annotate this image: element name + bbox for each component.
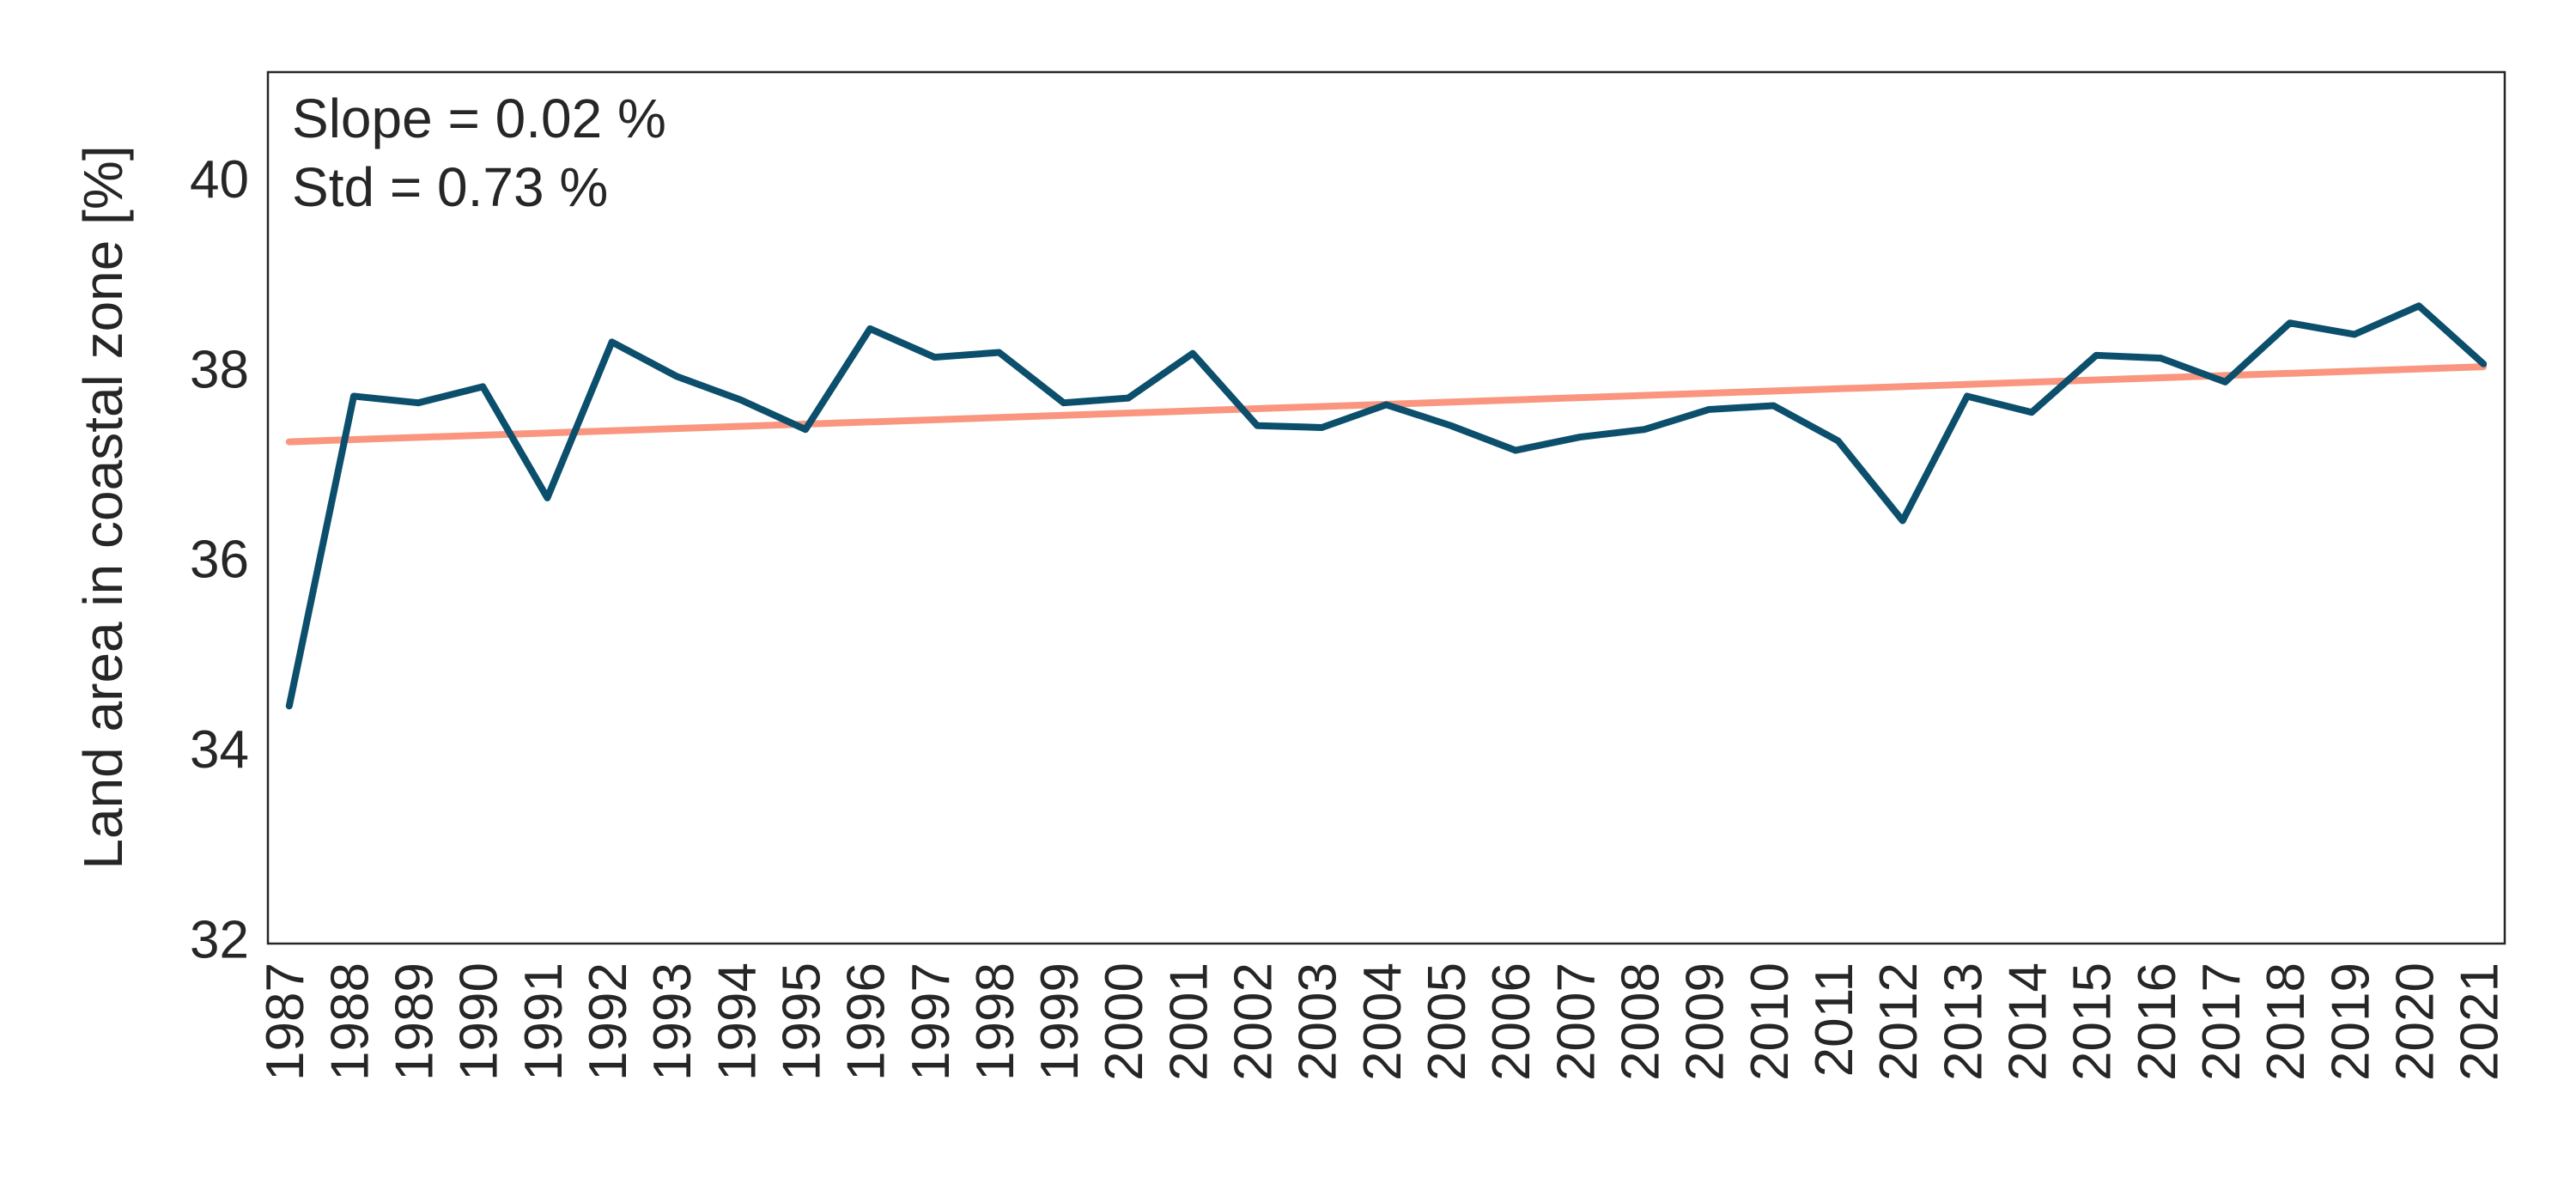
- x-tick-label: 1993: [643, 962, 702, 1081]
- x-tick-label: 1989: [385, 962, 444, 1081]
- x-tick-label: 2006: [1482, 962, 1541, 1081]
- x-tick-label: 1990: [450, 962, 509, 1081]
- x-tick-label: 2018: [2257, 962, 2316, 1081]
- x-tick-label: 1996: [837, 962, 896, 1081]
- x-tick-label: 2007: [1546, 962, 1606, 1081]
- x-tick-label: 1991: [514, 962, 574, 1081]
- x-tick-label: 2008: [1612, 962, 1671, 1081]
- x-tick-label: 2003: [1289, 962, 1348, 1081]
- x-tick-label: 2017: [2192, 962, 2251, 1081]
- line: [285, 302, 2488, 710]
- x-tick-label: 2021: [2451, 962, 2510, 1081]
- x-tick-label: 1994: [708, 962, 767, 1081]
- x-tick-label: 1999: [1030, 962, 1090, 1081]
- x-tick-label: 1988: [320, 962, 380, 1081]
- plot-frame: [266, 70, 2506, 945]
- x-tick-label: 2015: [2063, 962, 2123, 1081]
- x-tick-label: 1992: [579, 962, 638, 1081]
- y-tick-label: 36: [190, 531, 249, 590]
- x-tick-label: 2001: [1159, 962, 1218, 1081]
- x-tick-label: 1998: [966, 962, 1025, 1081]
- x-tick-label: 2012: [1869, 962, 1929, 1081]
- annotation: Std = 0.73 %: [292, 156, 608, 218]
- x-tick-label: 2009: [1676, 962, 1735, 1081]
- x-tick-label: 2014: [1998, 962, 2057, 1081]
- x-tick-label: 1987: [256, 962, 315, 1081]
- x-tick-label: 2002: [1224, 962, 1284, 1081]
- x-tick-label: 1995: [772, 962, 831, 1081]
- x-tick-label: 2013: [1934, 962, 1993, 1081]
- x-tick-label: 2020: [2385, 962, 2445, 1081]
- x-tick-label: 2011: [1805, 962, 1864, 1077]
- y-tick-label: 40: [190, 150, 249, 209]
- x-tick-label: 2010: [1741, 962, 1800, 1081]
- y-tick-label: 34: [190, 720, 249, 780]
- x-tick-label: 2005: [1418, 962, 1477, 1081]
- y-tick-label: 38: [190, 340, 249, 399]
- x-tick-label: 2000: [1095, 962, 1154, 1081]
- y-axis-label: Land area in coastal zone [%]: [72, 145, 134, 869]
- x-tick-label: 2019: [2321, 962, 2380, 1081]
- y-tick-label: 32: [190, 910, 249, 969]
- x-tick-label: 2016: [2128, 962, 2187, 1081]
- annotation: Slope = 0.02 %: [292, 88, 666, 149]
- x-tick-label: 1997: [902, 962, 961, 1081]
- x-tick-label: 2004: [1353, 962, 1413, 1081]
